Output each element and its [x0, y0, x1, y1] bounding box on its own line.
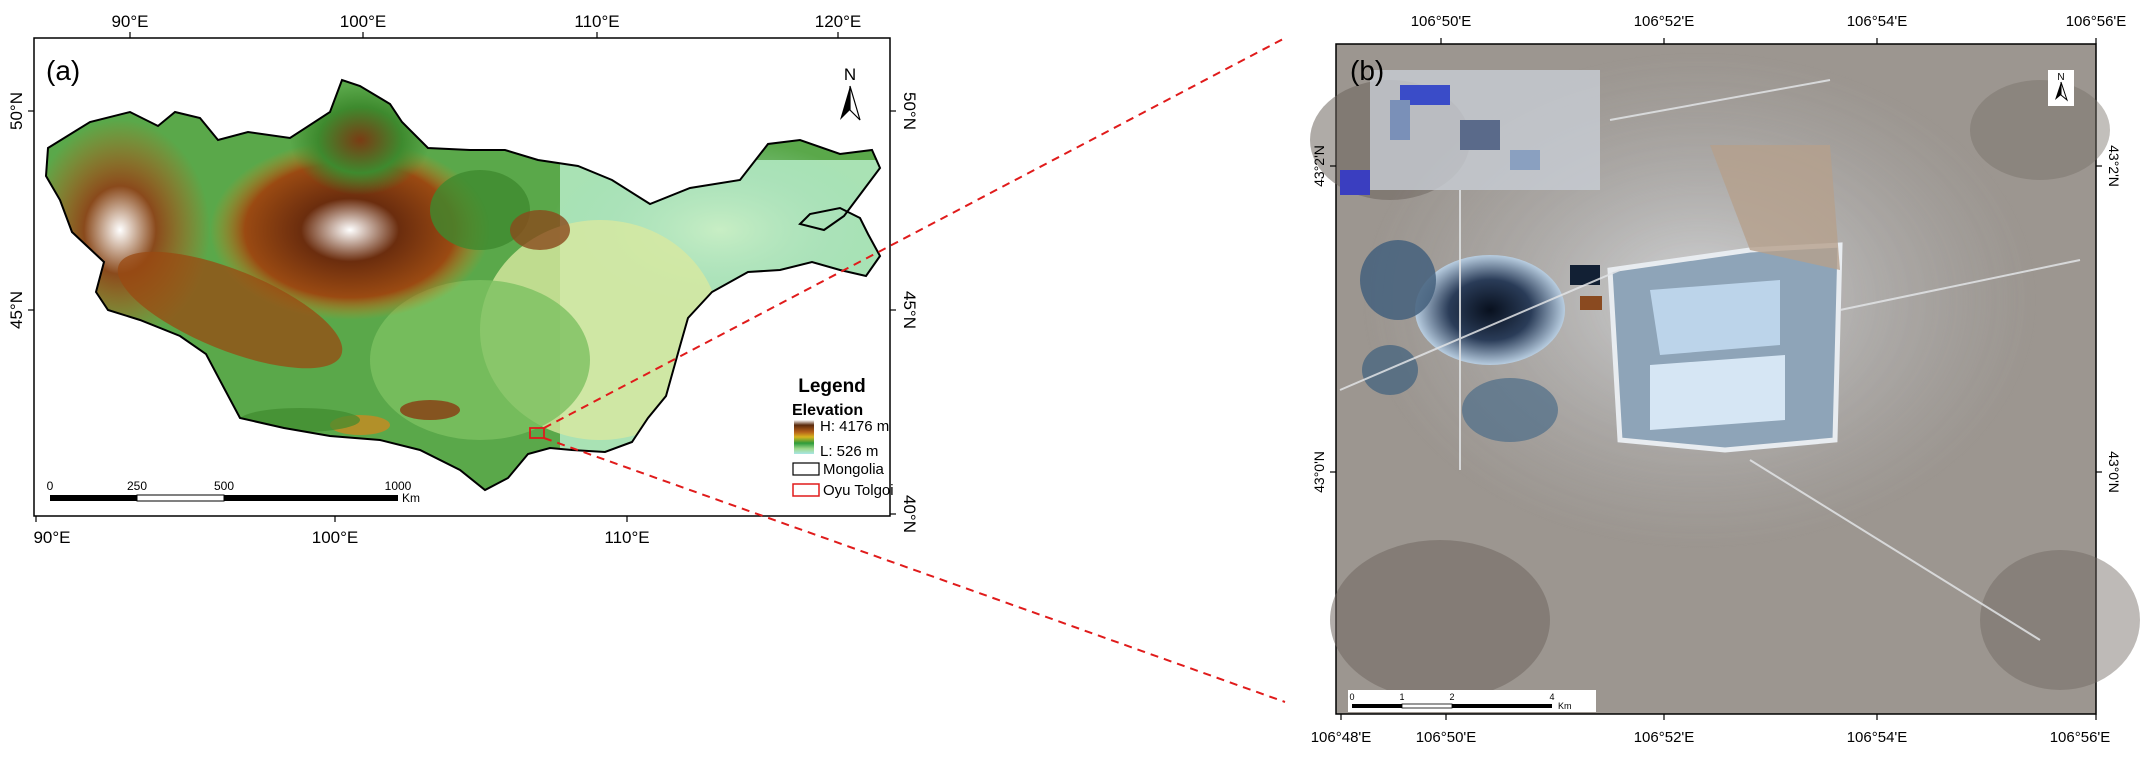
panel-a-label: (a): [46, 55, 80, 86]
b-scale-tick: 2: [1449, 692, 1454, 702]
legend-elev-high: H: 4176 m: [820, 418, 889, 435]
b-scale-unit: Km: [1558, 701, 1572, 711]
legend-country-swatch: [792, 462, 820, 476]
b-scale-tick: 1: [1399, 692, 1404, 702]
open-pit: [1415, 255, 1565, 365]
b-left-lat-tick: 43°2'N: [1311, 145, 1327, 187]
b-bottom-lon-tick: 106°50'E: [1416, 729, 1477, 746]
b-top-lon-tick: 106°56'E: [2066, 13, 2127, 30]
scale-tick: 250: [127, 479, 147, 493]
b-top-lon-tick: 106°52'E: [1634, 13, 1695, 30]
oyu-tolgoi-site-box: [529, 427, 545, 439]
legend-country-label: Mongolia: [823, 461, 885, 478]
panel-a-map: 90°E 100°E 110°E 120°E 90°E 100°E 110°E …: [7, 12, 1286, 703]
panel-b: 106°50'E 106°52'E 106°54'E 106°56'E 106°…: [1280, 0, 2150, 764]
b-right-lat-tick: 43°0'N: [2106, 451, 2122, 493]
b-right-lat-tick: 43°2'N: [2106, 145, 2122, 187]
a-right-lat-tick: 50°N: [900, 92, 919, 130]
legend-title: Legend: [798, 376, 866, 397]
a-right-lat-tick: 40°N: [900, 495, 919, 533]
b-bottom-lon-tick: 106°48'E: [1311, 729, 1372, 746]
a-left-lat-tick: 45°N: [7, 291, 26, 329]
legend-elevation-title: Elevation: [792, 402, 863, 419]
north-arrow-icon: [840, 85, 861, 121]
b-bottom-lon-tick: 106°54'E: [1847, 729, 1908, 746]
b-bottom-lon-tick: 106°56'E: [2050, 729, 2111, 746]
a-bottom-lon-tick: 110°E: [604, 528, 649, 547]
a-left-lat-tick: 50°N: [7, 92, 26, 130]
b-scale-tick: 4: [1549, 692, 1554, 702]
legend-elev-low: L: 526 m: [820, 443, 878, 460]
scale-unit: Km: [402, 491, 420, 505]
a-right-lat-tick: 45°N: [900, 291, 919, 329]
panel-b-satellite: 106°50'E 106°52'E 106°54'E 106°56'E 106°…: [1310, 13, 2140, 746]
scale-tick: 500: [214, 479, 234, 493]
b-left-lat-tick: 43°0'N: [1311, 451, 1327, 493]
b-scale-tick: 0: [1349, 692, 1354, 702]
b-top-lon-tick: 106°54'E: [1847, 13, 1908, 30]
connector-line-bottom: [543, 437, 1286, 703]
scale-bar: [50, 494, 398, 502]
a-top-lon-tick: 90°E: [111, 12, 148, 31]
elevation-color-ramp: [794, 420, 814, 454]
b-top-lon-tick: 106°50'E: [1411, 13, 1472, 30]
legend-site-label: Oyu Tolgoi: [823, 482, 894, 499]
panel-a: 90°E 100°E 110°E 120°E 90°E 100°E 110°E …: [7, 12, 1286, 703]
scale-tick: 1000: [385, 479, 412, 493]
b-north-label: N: [2057, 72, 2064, 83]
a-top-lon-tick: 110°E: [574, 12, 619, 31]
b-scale-bar: [1352, 703, 1552, 709]
b-bottom-lon-tick: 106°52'E: [1634, 729, 1695, 746]
panel-b-label: (b): [1350, 55, 1384, 86]
scale-tick: 0: [47, 479, 54, 493]
a-bottom-lon-tick: 90°E: [33, 528, 70, 547]
north-label: N: [844, 65, 856, 84]
legend-site-swatch: [792, 483, 820, 497]
a-top-lon-tick: 120°E: [815, 12, 862, 31]
a-top-lon-tick: 100°E: [340, 12, 387, 31]
a-bottom-lon-tick: 100°E: [312, 528, 359, 547]
north-arrow-icon: [2055, 81, 2069, 102]
tailings-facility: [1607, 145, 1843, 453]
